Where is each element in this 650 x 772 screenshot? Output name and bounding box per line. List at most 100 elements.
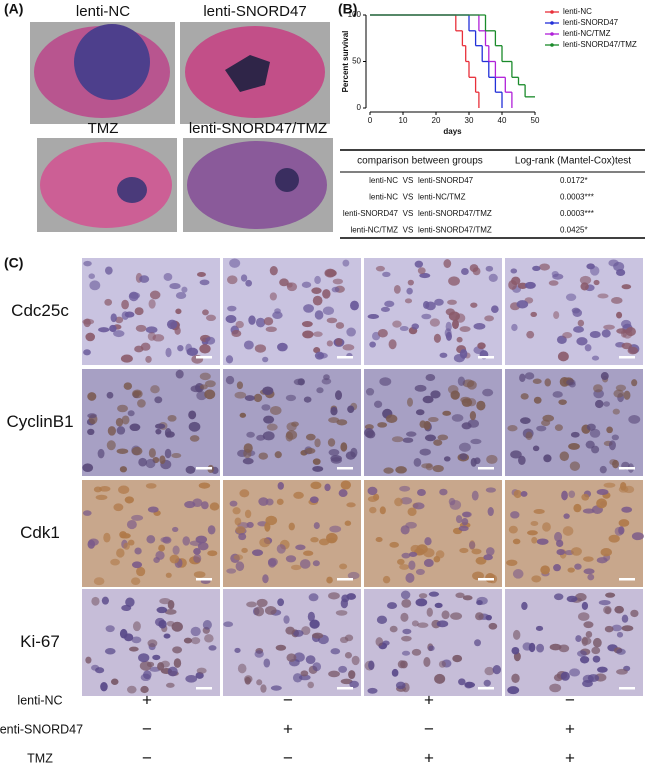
nucleus <box>485 265 494 272</box>
nucleus <box>326 576 333 584</box>
nucleus <box>162 536 172 544</box>
treatment-label: lenti-SNORD47 <box>0 722 83 736</box>
nucleus <box>596 488 609 495</box>
nucleus <box>597 293 609 299</box>
nucleus <box>175 291 187 300</box>
nucleus <box>620 481 627 491</box>
nucleus <box>164 609 177 615</box>
nucleus <box>316 387 324 394</box>
nucleus <box>536 538 549 545</box>
nucleus <box>531 575 542 583</box>
nucleus <box>150 385 160 394</box>
nucleus <box>204 389 216 400</box>
nucleus <box>365 388 375 396</box>
nucleus <box>131 561 143 569</box>
nucleus <box>413 458 422 467</box>
nucleus <box>226 568 237 574</box>
scale-bar <box>196 578 212 581</box>
nucleus <box>139 275 150 283</box>
nucleus <box>423 548 435 558</box>
nucleus <box>183 637 193 644</box>
nucleus <box>225 355 234 364</box>
nucleus <box>131 514 144 521</box>
nucleus <box>152 654 161 661</box>
nucleus <box>577 612 590 621</box>
nucleus <box>248 315 256 325</box>
nucleus <box>189 435 200 442</box>
nucleus <box>145 326 158 334</box>
slice-label: lenti-SNORD47 <box>203 3 306 20</box>
nucleus <box>207 525 216 535</box>
micrograph <box>82 258 220 365</box>
nucleus <box>471 548 482 555</box>
nucleus <box>326 317 338 324</box>
nucleus <box>428 417 439 423</box>
nucleus <box>233 554 244 561</box>
nucleus <box>553 593 564 601</box>
nucleus <box>239 489 250 498</box>
nucleus <box>603 605 612 614</box>
nucleus <box>335 390 343 401</box>
nucleus <box>393 285 401 294</box>
nucleus <box>457 376 466 387</box>
nucleus <box>303 550 314 556</box>
nucleus <box>576 337 588 346</box>
nucleus <box>616 311 623 319</box>
nucleus <box>328 670 340 678</box>
nucleus <box>88 538 99 546</box>
legend-marker <box>550 21 554 25</box>
nucleus <box>167 599 175 610</box>
vs: VS <box>403 226 414 235</box>
nucleus <box>535 625 544 631</box>
nucleus <box>113 503 124 512</box>
nucleus <box>407 279 414 286</box>
nucleus <box>82 510 92 516</box>
scale-bar <box>196 467 212 470</box>
nucleus <box>106 440 116 451</box>
nucleus <box>549 683 562 693</box>
nucleus <box>508 525 518 534</box>
nucleus <box>510 268 518 274</box>
micrograph <box>223 589 361 696</box>
nucleus <box>593 279 600 286</box>
nucleus <box>401 635 412 642</box>
nucleus <box>246 601 257 608</box>
vs: VS <box>403 209 414 218</box>
row-label: Cdc25c <box>11 301 69 320</box>
legend-label: lenti-SNORD47 <box>563 18 619 27</box>
nucleus <box>367 313 380 320</box>
nucleus <box>295 544 306 551</box>
nucleus <box>120 533 131 539</box>
nucleus <box>596 498 608 509</box>
nucleus <box>164 448 172 459</box>
nucleus <box>156 606 168 614</box>
nucleus <box>310 481 322 490</box>
nucleus <box>419 420 427 428</box>
nucleus <box>414 260 424 268</box>
scale-bar <box>196 687 212 690</box>
nucleus <box>458 442 471 452</box>
nucleus <box>406 287 413 295</box>
nucleus <box>577 650 587 657</box>
nucleus <box>520 393 529 400</box>
nucleus <box>127 539 135 546</box>
nucleus <box>367 496 378 502</box>
nucleus <box>605 592 616 598</box>
nucleus <box>536 425 547 432</box>
nucleus <box>199 384 208 390</box>
nucleus <box>264 606 277 615</box>
slice-label: lenti-SNORD47/TMZ <box>189 120 327 137</box>
nucleus <box>346 593 357 600</box>
nucleus <box>520 417 531 425</box>
nucleus <box>331 286 340 293</box>
slice-label: lenti-NC <box>76 3 130 20</box>
micrograph <box>364 480 502 587</box>
nucleus <box>138 457 148 467</box>
micrograph <box>223 258 361 365</box>
nucleus <box>351 655 360 666</box>
nucleus <box>145 483 157 489</box>
nucleus <box>196 271 206 277</box>
nucleus <box>105 266 113 275</box>
scale-bar <box>337 356 353 359</box>
nucleus <box>437 434 449 441</box>
